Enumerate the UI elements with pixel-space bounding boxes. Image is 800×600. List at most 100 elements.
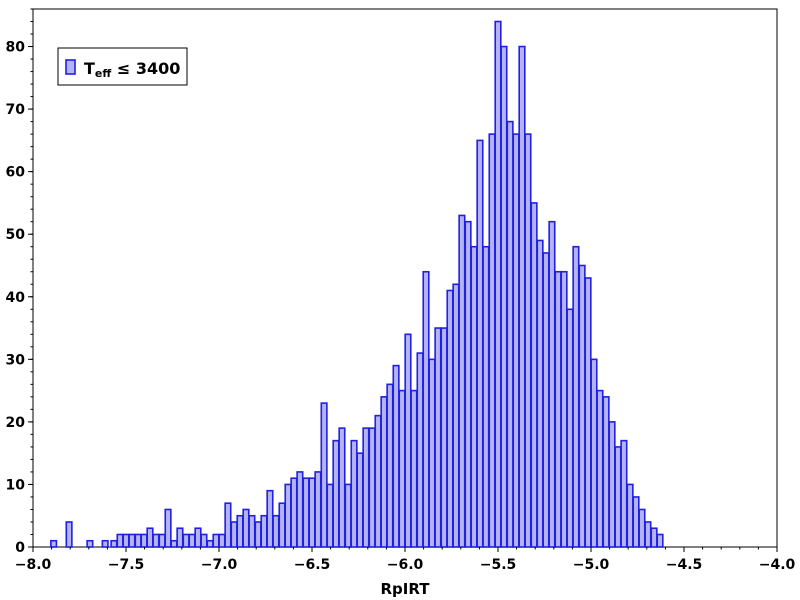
legend-swatch [65,59,76,75]
histogram-bar [530,202,538,548]
histogram-bar [248,514,256,548]
legend-rest: ≤ 3400 [111,59,180,78]
histogram-bar [536,239,544,548]
histogram-bar [122,533,130,548]
histogram-bar [572,245,580,548]
x-tick-label: −4.5 [666,557,703,573]
x-tick-label: −7.0 [201,557,238,573]
histogram-bar [596,389,604,548]
histogram-bar [284,483,292,548]
histogram-bar [452,283,460,548]
histogram-bar [422,270,430,548]
histogram-bar [482,245,490,548]
histogram-bar [170,539,178,548]
y-tick-label: 30 [6,352,26,368]
histogram-bar [380,396,388,548]
histogram-bar [86,539,94,548]
y-tick-label: 60 [6,165,26,181]
histogram-bar [446,289,454,548]
histogram-bar [194,527,202,548]
histogram-bar [344,483,352,548]
histogram-bar [650,527,658,548]
histogram-bar [500,45,508,548]
histogram-bar [260,514,268,548]
histogram-bar [224,502,232,548]
histogram-bar [578,264,586,548]
histogram-bar [218,533,226,548]
histogram-bar [554,270,562,548]
histogram-bar [608,421,616,548]
histogram-bar [458,214,466,548]
histogram-bar [101,539,109,548]
histogram-bar [356,452,364,548]
histogram-bar [590,358,598,548]
legend-label: Teff ≤ 3400 [84,59,180,80]
histogram-bar [434,327,442,548]
histogram-bar [326,483,334,548]
legend-box [57,47,188,86]
histogram-bar [512,133,520,548]
histogram-bar [308,477,316,548]
histogram-bar [374,414,382,548]
histogram-bar [50,539,58,548]
histogram-bar [368,427,376,548]
histogram-bar [614,446,622,548]
y-tick-label: 0 [15,540,25,556]
histogram-bar [116,533,124,548]
histogram-bar [146,527,154,548]
histogram-bar [176,527,184,548]
x-tick-label: −5.5 [480,557,517,573]
histogram-bar [200,533,208,548]
histogram-bar [632,496,640,548]
histogram-bar [314,471,322,548]
histogram-bar [488,133,496,548]
y-tick-label: 70 [6,102,26,118]
histogram-bar [620,439,628,548]
x-tick-label: −6.0 [387,557,424,573]
histogram-bar [134,533,142,548]
histogram-bar [236,514,244,548]
histogram-bar [158,533,166,548]
histogram-bar [320,402,328,548]
histogram-bar [350,439,358,548]
histogram-bar [206,539,214,548]
histogram-bar [410,389,418,548]
histogram-bar [518,45,526,548]
histogram-bar [254,521,262,548]
legend-main: T [84,59,95,78]
histogram-bar [602,396,610,548]
histogram-bar [302,477,310,548]
histogram-bar [644,521,652,548]
legend: Teff ≤ 3400 [57,47,188,86]
x-tick-label: −4.0 [759,557,796,573]
histogram-bar [272,514,280,548]
histogram-bar [332,439,340,548]
histogram-bar [506,120,514,548]
histogram-bar [188,533,196,548]
x-tick-label: −6.5 [294,557,331,573]
histogram-bar [584,277,592,548]
histogram-bar [278,502,286,548]
histogram-bar [362,427,370,548]
x-tick-label: −5.0 [573,557,610,573]
y-tick-label: 40 [6,290,26,306]
y-tick-label: 10 [6,477,26,493]
x-axis-label: RpIRT [381,580,431,598]
histogram-bar [398,389,406,548]
histogram-bar [416,352,424,548]
histogram-bar [266,489,274,548]
histogram-bar [638,508,646,548]
histogram-bar [542,252,550,548]
histogram-bar [140,533,148,548]
histogram-bar [464,220,472,548]
histogram-bar [290,477,298,548]
histogram-bar [440,327,448,548]
histogram-bar [110,539,118,548]
histogram-bar [524,133,532,548]
histogram-bar [470,245,478,548]
histogram-bar [560,270,568,548]
histogram-bar [164,508,172,548]
histogram-bar [212,533,220,548]
histogram-bar [626,483,634,548]
